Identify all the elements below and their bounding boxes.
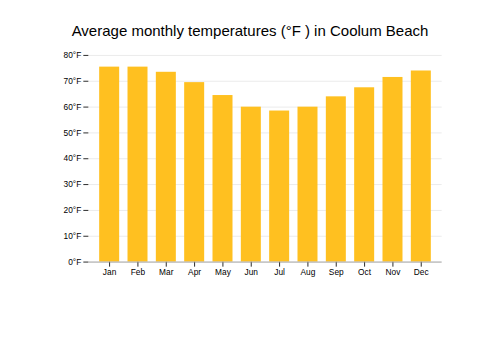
svg-text:Dec: Dec (414, 267, 429, 277)
svg-text:60°F: 60°F (64, 102, 82, 112)
svg-text:Mar: Mar (159, 267, 174, 277)
svg-text:Nov: Nov (386, 267, 402, 277)
svg-text:Oct: Oct (358, 267, 372, 277)
svg-text:30°F: 30°F (64, 179, 82, 189)
svg-text:50°F: 50°F (64, 128, 82, 138)
svg-text:Jul: Jul (274, 267, 285, 277)
svg-text:Jun: Jun (245, 267, 259, 277)
svg-text:May: May (215, 267, 232, 277)
svg-text:Jan: Jan (103, 267, 117, 277)
svg-text:80°F: 80°F (64, 50, 82, 60)
svg-text:Apr: Apr (188, 267, 201, 277)
svg-text:Aug: Aug (301, 267, 316, 277)
svg-text:0°F: 0°F (68, 257, 81, 267)
svg-text:40°F: 40°F (64, 153, 82, 163)
svg-text:10°F: 10°F (64, 231, 82, 241)
svg-text:20°F: 20°F (64, 205, 82, 215)
html-text:Average monthly temperatures (: Average monthly temperatures (°F ) in Co… (71, 22, 429, 39)
svg-text:Feb: Feb (131, 267, 146, 277)
svg-text:Sep: Sep (329, 267, 344, 277)
svg-text:70°F: 70°F (64, 76, 82, 86)
